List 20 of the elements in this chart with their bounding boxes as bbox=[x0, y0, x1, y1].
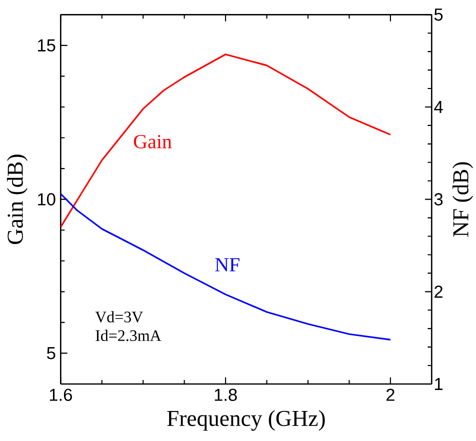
y2-tick-label: 4 bbox=[434, 101, 443, 113]
x-tick-label: 1.6 bbox=[50, 388, 72, 401]
annotation: Vd=3V bbox=[95, 311, 144, 322]
y-tick-label: 15 bbox=[38, 39, 56, 52]
series-label: Gain bbox=[134, 134, 172, 148]
x-tick-label: 2 bbox=[386, 388, 394, 401]
y2-tick-label: 5 bbox=[434, 8, 443, 21]
series-label: NF bbox=[215, 258, 240, 272]
x-tick-label: 1.8 bbox=[214, 388, 237, 401]
y-tick-label: 5 bbox=[47, 347, 56, 360]
y-tick-label: 10 bbox=[38, 193, 56, 206]
y2-axis-title: NF (dB) bbox=[452, 162, 474, 237]
x-axis-title: Frequency (GHz) bbox=[167, 410, 325, 431]
y-axis-title: Gain (dB) bbox=[6, 154, 28, 244]
annotation: Id=2.3mA bbox=[96, 330, 162, 342]
y2-tick-label: 1 bbox=[435, 378, 443, 390]
y2-tick-label: 3 bbox=[434, 193, 443, 206]
y2-tick-label: 2 bbox=[434, 286, 442, 298]
line-series bbox=[60, 54, 392, 228]
line-series bbox=[60, 192, 392, 340]
